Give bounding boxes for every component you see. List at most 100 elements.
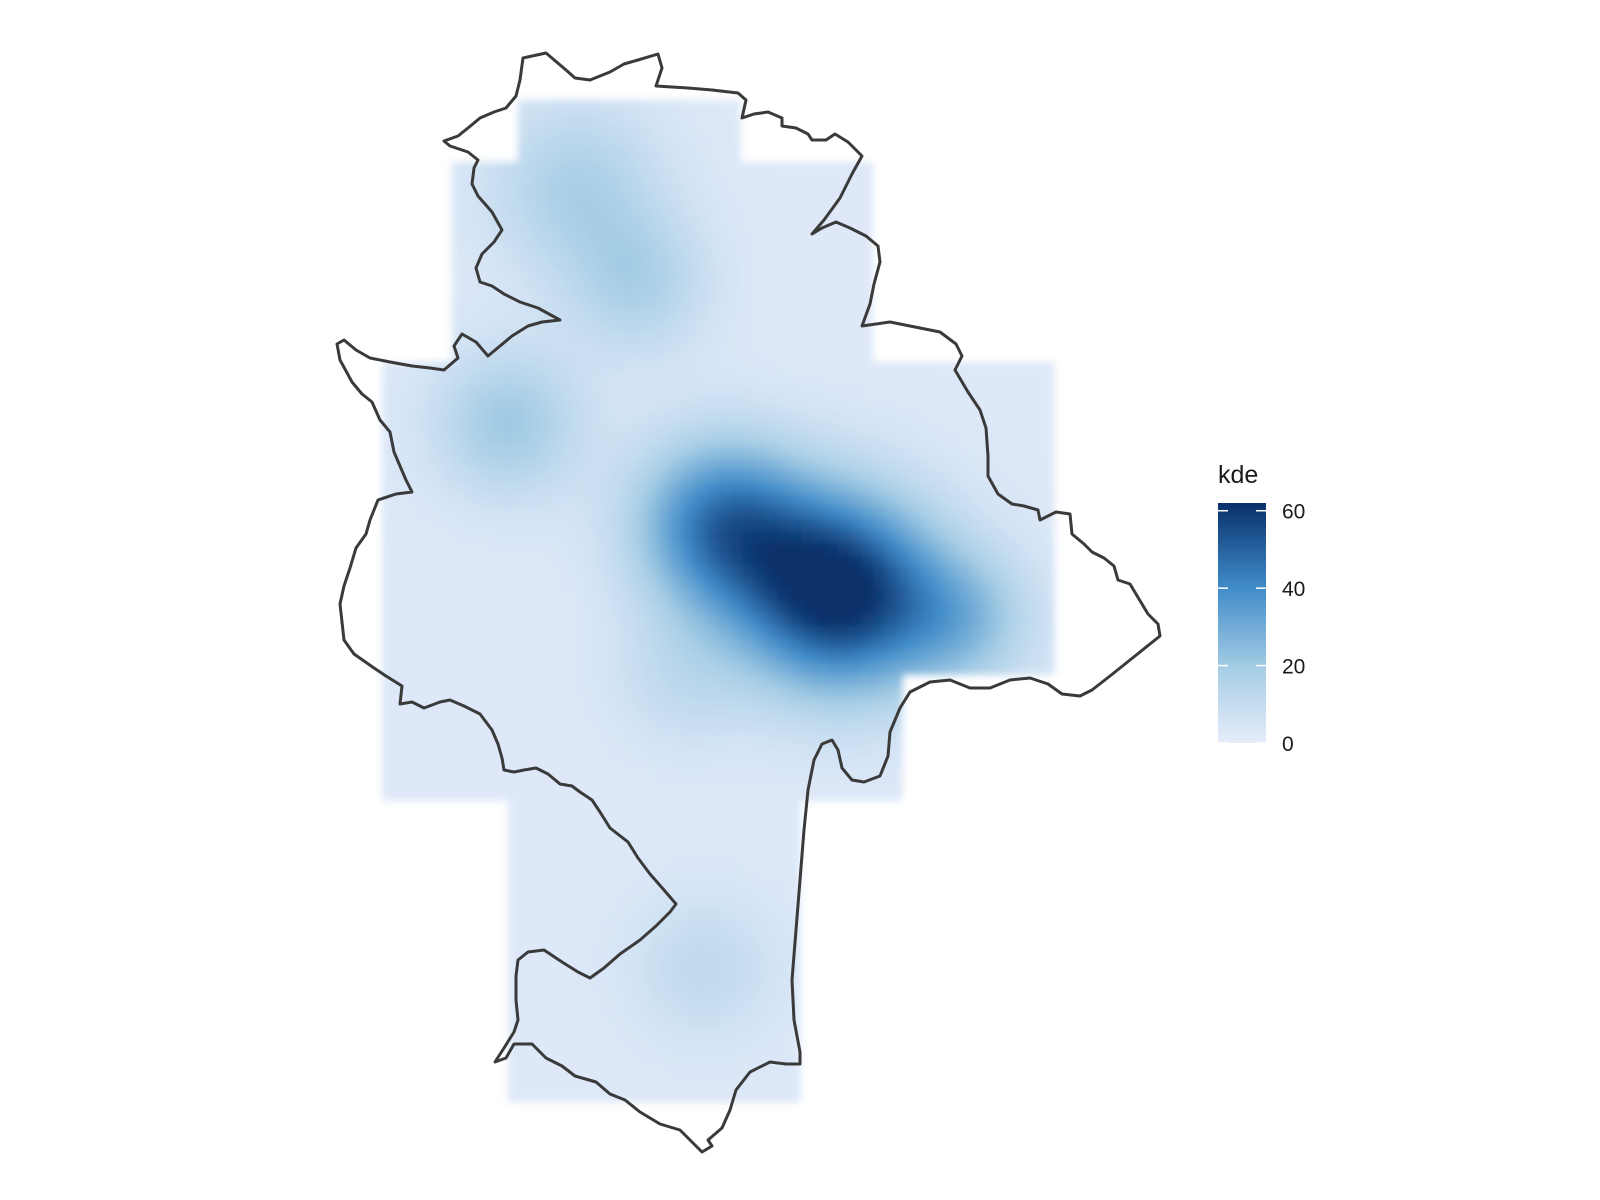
- density-cell: [874, 482, 887, 495]
- density-cell: [814, 782, 827, 795]
- density-cell: [476, 318, 489, 331]
- density-cell: [898, 794, 903, 801]
- density-cell: [526, 782, 539, 795]
- density-cell: [754, 614, 767, 627]
- density-cell: [568, 860, 581, 873]
- density-cell: [550, 506, 563, 519]
- density-cell: [658, 458, 671, 471]
- density-cell: [560, 270, 573, 283]
- density-cell: [532, 836, 545, 849]
- density-cell: [538, 674, 551, 687]
- density-cell: [1018, 386, 1031, 399]
- density-cell: [922, 650, 935, 663]
- density-cell: [838, 698, 851, 711]
- density-cell: [682, 566, 695, 579]
- density-cell: [568, 920, 581, 933]
- density-cell: [590, 124, 603, 137]
- density-cell: [580, 920, 593, 933]
- density-cell: [700, 1076, 713, 1089]
- density-cell: [418, 734, 431, 747]
- density-cell: [566, 148, 579, 161]
- density-cell: [898, 734, 903, 747]
- density-cell: [592, 992, 605, 1005]
- density-cell: [740, 246, 753, 259]
- density-cell: [664, 944, 677, 957]
- density-cell: [694, 542, 707, 555]
- density-cell: [700, 1100, 713, 1103]
- density-cell: [640, 896, 653, 909]
- density-cell: [922, 506, 935, 519]
- density-cell: [622, 458, 635, 471]
- density-cell: [512, 222, 525, 235]
- density-cell: [946, 506, 959, 519]
- density-cell: [574, 614, 587, 627]
- density-cell: [572, 258, 585, 271]
- density-cell: [550, 458, 563, 471]
- density-cell: [466, 494, 479, 507]
- density-cell: [826, 722, 839, 735]
- density-cell: [646, 650, 659, 663]
- density-cell: [742, 758, 755, 771]
- density-cell: [752, 234, 765, 247]
- density-cell: [694, 578, 707, 591]
- density-cell: [382, 578, 395, 591]
- density-cell: [454, 746, 467, 759]
- density-cell: [466, 662, 479, 675]
- density-cell: [418, 782, 431, 795]
- density-cell: [728, 330, 741, 343]
- density-cell: [826, 662, 839, 675]
- density-cell: [778, 542, 791, 555]
- density-cell: [550, 470, 563, 483]
- density-cell: [874, 410, 887, 423]
- density-cell: [814, 638, 827, 651]
- density-cell: [544, 872, 557, 885]
- density-cell: [682, 518, 695, 531]
- density-cell: [526, 434, 539, 447]
- density-cell: [658, 578, 671, 591]
- density-cell: [526, 710, 539, 723]
- density-cell: [604, 860, 617, 873]
- density-cell: [586, 614, 599, 627]
- density-cell: [784, 824, 797, 837]
- density-cell: [430, 590, 443, 603]
- density-cell: [382, 398, 395, 411]
- density-cell: [670, 446, 683, 459]
- density-cell: [778, 710, 791, 723]
- density-cell: [602, 136, 615, 149]
- density-cell: [898, 746, 903, 759]
- density-cell: [646, 434, 659, 447]
- density-cell: [694, 410, 707, 423]
- density-cell: [688, 1040, 701, 1053]
- density-cell: [790, 530, 803, 543]
- density-cell: [478, 410, 491, 423]
- density-cell: [478, 746, 491, 759]
- density-cell: [430, 578, 443, 591]
- density-cell: [572, 246, 585, 259]
- density-cell: [382, 602, 395, 615]
- density-cell: [478, 590, 491, 603]
- density-cell: [922, 530, 935, 543]
- density-cell: [688, 1016, 701, 1029]
- density-cell: [610, 458, 623, 471]
- density-cell: [536, 282, 549, 295]
- density-cell: [994, 566, 1007, 579]
- density-cell: [512, 186, 525, 199]
- density-cell: [610, 578, 623, 591]
- density-cell: [394, 662, 407, 675]
- density-cell: [724, 956, 737, 969]
- density-cell: [580, 800, 593, 813]
- density-cell: [490, 758, 503, 771]
- density-cell: [970, 446, 983, 459]
- density-cell: [1006, 458, 1019, 471]
- density-cell: [682, 782, 695, 795]
- density-cell: [604, 1100, 617, 1103]
- density-cell: [574, 722, 587, 735]
- density-cell: [478, 782, 491, 795]
- density-cell: [640, 884, 653, 897]
- density-cell: [728, 246, 741, 259]
- density-cell: [668, 306, 681, 319]
- density-cell: [680, 174, 693, 187]
- density-cell: [670, 434, 683, 447]
- density-cell: [514, 446, 527, 459]
- density-cell: [958, 602, 971, 615]
